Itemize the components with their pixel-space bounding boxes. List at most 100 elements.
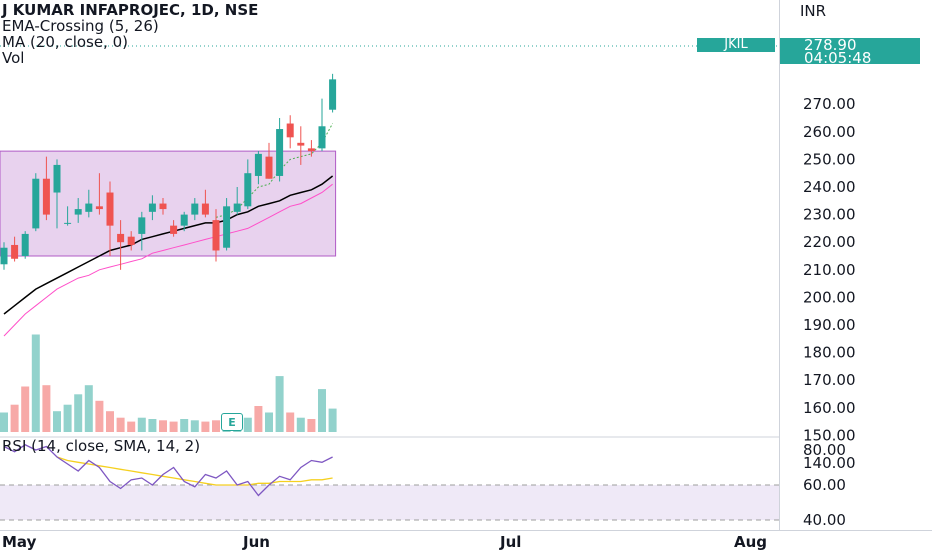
volume-bar — [116, 417, 125, 432]
last-price: 278.90 — [804, 36, 857, 54]
volume-bar — [180, 419, 189, 432]
volume-bar — [127, 421, 136, 432]
time-axis-tick: Jul — [499, 533, 521, 550]
volume-bar — [42, 385, 51, 432]
volume-bar — [74, 394, 83, 432]
price-axis-tick: 240.00 — [803, 178, 856, 196]
candle-body — [42, 178, 50, 215]
last-price-label: 278.90 04:05:48 — [780, 36, 920, 67]
candle-body — [11, 244, 19, 259]
price-axis-tick: 260.00 — [803, 123, 856, 141]
candle-body — [159, 203, 167, 210]
candle-body — [223, 206, 231, 248]
candle-body — [32, 178, 40, 229]
candle-body — [244, 173, 252, 207]
volume-bar — [201, 421, 210, 432]
volume-bar — [318, 389, 326, 432]
price-axis-tick: 150.00 — [803, 426, 856, 444]
candle-body — [276, 129, 284, 176]
candle-body — [64, 222, 72, 224]
volume-bar — [148, 419, 157, 432]
price-axis-tick: 190.00 — [803, 316, 856, 334]
ema-slow-line — [3, 183, 333, 337]
candle-body — [201, 203, 209, 215]
earnings-badge[interactable]: E — [221, 413, 243, 431]
candle-body — [254, 153, 262, 176]
rsi-axis-tick: 40.00 — [803, 511, 846, 529]
rsi-axis-tick: 60.00 — [803, 476, 846, 494]
price-axis-tick: 230.00 — [803, 206, 856, 224]
candle-body — [191, 203, 199, 215]
rsi-sma-line — [56, 456, 333, 486]
candle-body — [286, 123, 294, 138]
price-axis-tick: 270.00 — [803, 95, 856, 113]
candle-body — [74, 209, 82, 215]
ma20-line — [3, 175, 334, 315]
volume-bar — [296, 417, 305, 432]
rsi-line — [3, 444, 333, 497]
volume-bar — [0, 412, 8, 432]
time-axis-tick: May — [2, 533, 37, 550]
ema-legend[interactable]: EMA-Crossing (5, 26) — [2, 17, 159, 35]
price-axis-tick: 200.00 — [803, 288, 856, 306]
rsi-band — [0, 485, 779, 520]
candle-body — [307, 148, 315, 152]
price-axis-tick: 140.00 — [803, 454, 856, 472]
volume-bar — [254, 406, 263, 432]
candle-body — [180, 214, 188, 226]
symbol-price-tag: JKIL — [697, 38, 775, 52]
vol-legend[interactable]: Vol — [2, 49, 25, 67]
candle-body — [329, 79, 337, 110]
volume-bar — [190, 420, 199, 432]
currency-label[interactable]: INR — [800, 2, 827, 20]
candle-body — [148, 203, 156, 212]
ma-legend[interactable]: MA (20, close, 0) — [2, 33, 129, 51]
candle-body — [138, 217, 146, 234]
candle-body — [53, 164, 61, 193]
volume-bar — [243, 417, 252, 432]
volume-bar — [307, 419, 316, 432]
candle-body — [297, 142, 305, 146]
candle-body — [21, 233, 29, 256]
candle-body — [318, 126, 326, 149]
rsi-legend[interactable]: RSI (14, close, SMA, 14, 2) — [2, 437, 201, 455]
candle-body — [127, 236, 135, 245]
candle-body — [117, 233, 125, 243]
volume-bar — [275, 376, 284, 432]
volume-bar — [106, 411, 114, 432]
volume-bar — [212, 420, 220, 432]
volume-bar — [265, 412, 273, 432]
volume-bar — [169, 421, 178, 432]
volume-bar — [21, 386, 30, 432]
price-axis-tick: 180.00 — [803, 344, 856, 362]
volume-bar — [328, 408, 337, 432]
price-axis-tick: 170.00 — [803, 371, 856, 389]
candle-body — [85, 203, 93, 212]
candle-body — [265, 156, 273, 179]
price-axis-tick: 250.00 — [803, 150, 856, 168]
time-axis-tick: Jun — [242, 533, 270, 550]
volume-bar — [31, 334, 40, 432]
candle-body — [212, 220, 220, 251]
bar-countdown: 04:05:48 — [804, 49, 872, 67]
volume-bar — [53, 411, 61, 432]
price-axis-tick: 210.00 — [803, 261, 856, 279]
candle-body — [0, 247, 8, 265]
volume-bar — [63, 404, 72, 432]
candle-body — [95, 206, 103, 210]
volume-bar — [159, 420, 167, 432]
candle-body — [106, 192, 114, 226]
volume-bar — [95, 400, 104, 432]
candle-body — [233, 203, 241, 212]
chart-legend: J KUMAR INFAPROJEC, 1D, NSE EMA-Crossing… — [2, 2, 258, 66]
volume-bar — [84, 385, 93, 432]
rsi-axis-tick: 80.00 — [803, 441, 846, 459]
price-axis-tick: 220.00 — [803, 233, 856, 251]
candle-body — [170, 225, 178, 234]
range-box-drawing — [0, 150, 337, 257]
volume-bar — [137, 417, 146, 432]
volume-bar — [286, 412, 295, 432]
volume-bar — [10, 404, 19, 432]
symbol-title[interactable]: J KUMAR INFAPROJEC, 1D, NSE — [2, 1, 259, 19]
